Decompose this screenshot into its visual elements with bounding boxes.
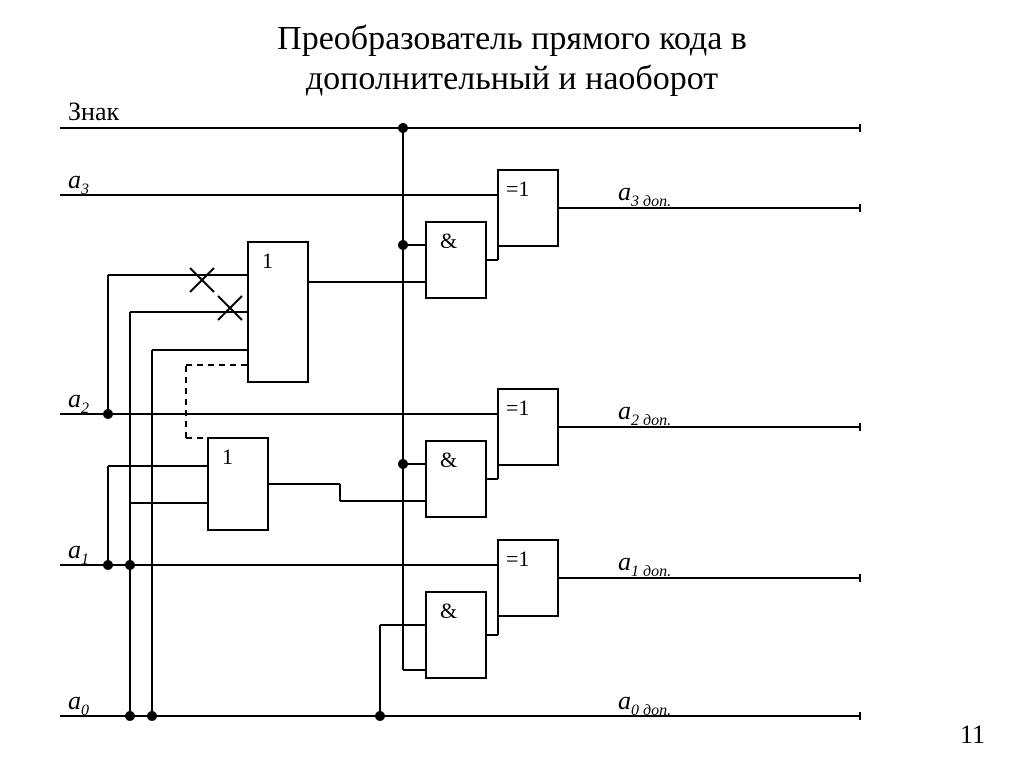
svg-text:=1: =1 [506,395,529,420]
svg-text:=1: =1 [506,176,529,201]
svg-text:a2 доп.: a2 доп. [618,396,671,429]
circuit-diagram: Знак a3 a2 a1 a0 1 1 [0,0,1024,767]
svg-text:a1 доп.: a1 доп. [618,547,671,580]
svg-text:&: & [440,228,457,253]
svg-text:a0: a0 [68,686,89,719]
or-gate-2 [208,438,268,530]
svg-text:a3: a3 [68,165,89,198]
svg-text:=1: =1 [506,546,529,571]
or-gate-1 [248,242,308,382]
label-sign: Знак [68,97,119,126]
svg-text:1: 1 [222,444,233,469]
page-number: 11 [960,720,985,750]
svg-text:&: & [440,598,457,623]
svg-text:a1: a1 [68,535,89,568]
svg-text:&: & [440,447,457,472]
svg-text:a0 доп.: a0 доп. [618,686,671,719]
svg-text:1: 1 [262,248,273,273]
svg-text:a3 доп.: a3 доп. [618,177,671,210]
svg-text:a2: a2 [68,384,89,417]
